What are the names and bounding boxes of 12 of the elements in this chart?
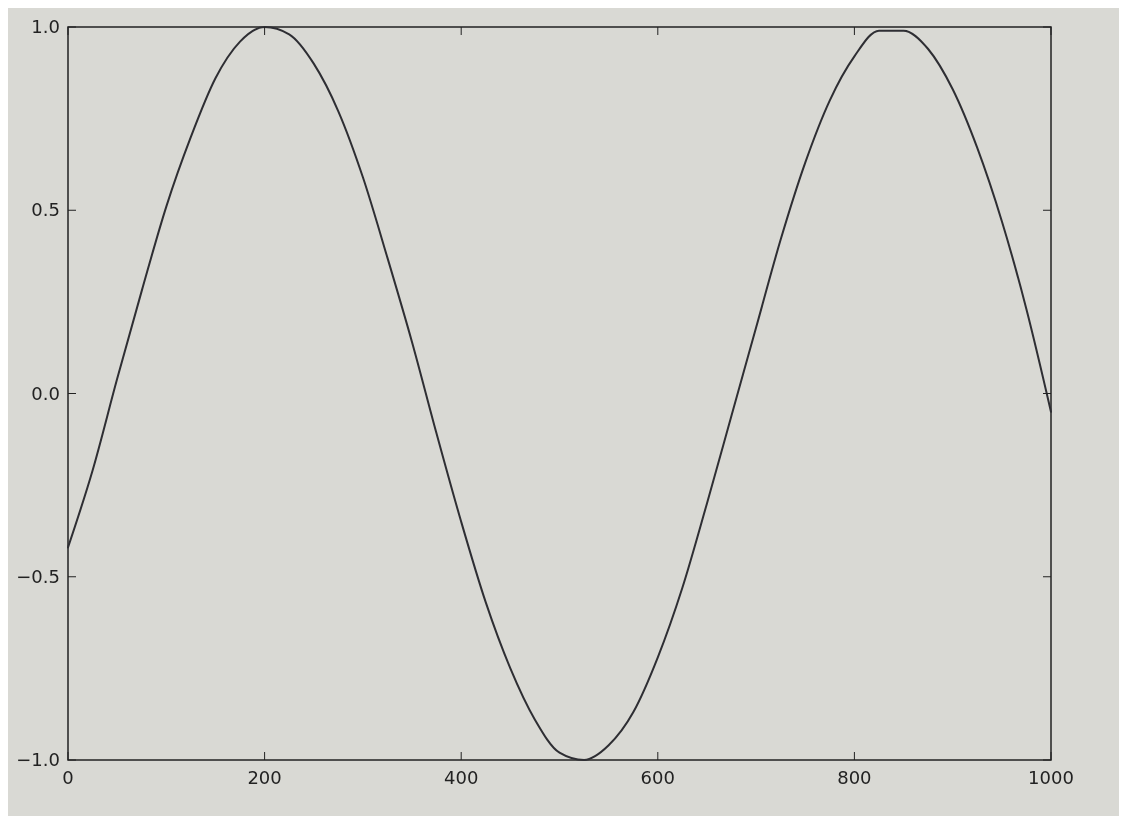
y-tick-label: 0.5 (31, 199, 60, 221)
x-tick-label: 0 (62, 767, 74, 788)
y-tick-label: 1.0 (31, 16, 60, 37)
x-tick-label: 600 (640, 767, 675, 788)
y-tick-label: 0.0 (31, 382, 60, 404)
x-tick-label: 200 (247, 767, 282, 788)
y-tick-label: −0.5 (16, 565, 60, 587)
line-series (67, 26, 1052, 761)
x-tick-label: 800 (837, 767, 872, 788)
x-tick-label: 400 (444, 767, 479, 788)
y-tick-label: −1.0 (16, 749, 60, 770)
x-tick-label: 1000 (1028, 767, 1074, 788)
